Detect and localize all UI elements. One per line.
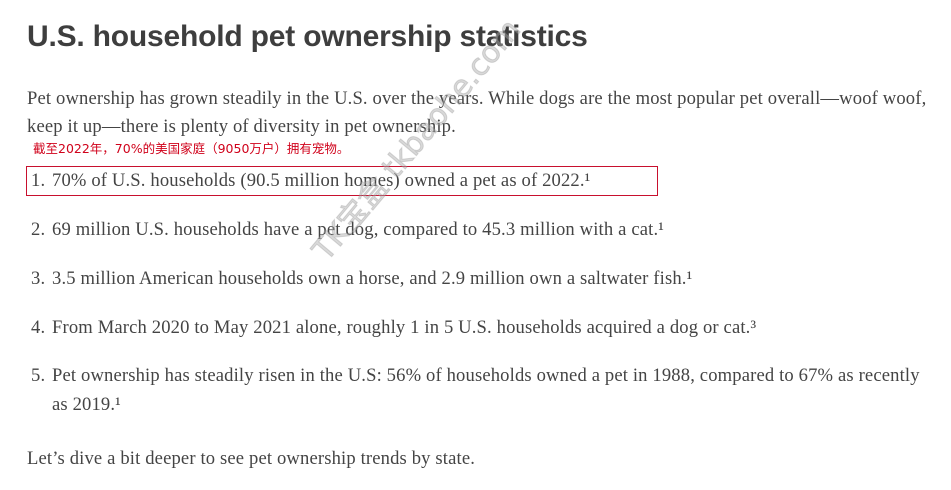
list-item: 2. 69 million U.S. households have a pet … xyxy=(27,215,932,244)
item-number: 1. xyxy=(31,170,46,191)
item-number: 4. xyxy=(31,317,46,338)
item-text: 69 million U.S. households have a pet do… xyxy=(52,219,664,240)
item-number: 3. xyxy=(31,268,46,289)
list-item: 1. 70% of U.S. households (90.5 million h… xyxy=(27,166,932,195)
highlight-box xyxy=(26,166,658,196)
list-item: 5. Pet ownership has steadily risen in th… xyxy=(27,361,932,419)
outro: Let’s dive a bit deeper to see pet owner… xyxy=(27,448,476,469)
list-item: 3. 3.5 million American households own a … xyxy=(27,264,932,293)
item-text: 3.5 million American households own a ho… xyxy=(52,268,693,289)
intro: Pet ownership has grown steadily in the … xyxy=(27,88,927,137)
annotation: 截至2022年，70%的美国家庭（9050万户）拥有宠物。 xyxy=(33,141,350,156)
item-number: 2. xyxy=(31,219,46,240)
list-item: 4. From March 2020 to May 2021 alone, rou… xyxy=(27,313,932,342)
item-text: 70% of U.S. households (90.5 million hom… xyxy=(52,170,591,191)
item-number: 5. xyxy=(31,365,46,386)
title: U.S. household pet ownership statistics xyxy=(27,20,588,53)
item-text: Pet ownership has steadily risen in the … xyxy=(52,365,920,415)
item-text: From March 2020 to May 2021 alone, rough… xyxy=(52,317,757,338)
